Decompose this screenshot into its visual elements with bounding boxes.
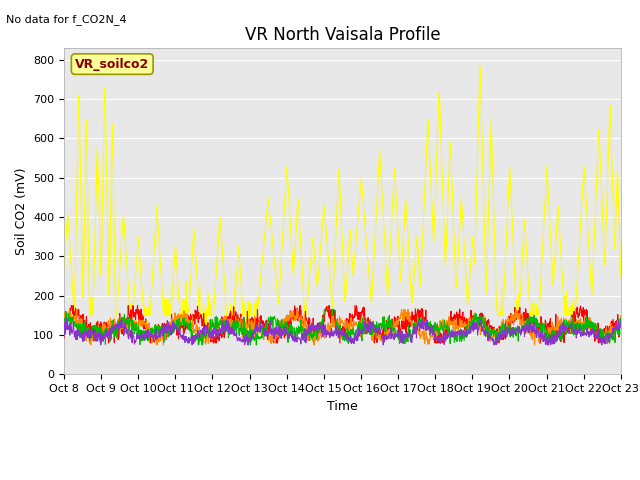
X-axis label: Time: Time <box>327 400 358 413</box>
Legend: CO2N_1, CO2N_2, CO2N_3, North -4cm, East -4cm: CO2N_1, CO2N_2, CO2N_3, North -4cm, East… <box>102 478 582 480</box>
Text: No data for f_CO2N_4: No data for f_CO2N_4 <box>6 14 127 25</box>
Y-axis label: Soil CO2 (mV): Soil CO2 (mV) <box>15 168 28 255</box>
Title: VR North Vaisala Profile: VR North Vaisala Profile <box>244 25 440 44</box>
Text: VR_soilco2: VR_soilco2 <box>75 58 149 71</box>
